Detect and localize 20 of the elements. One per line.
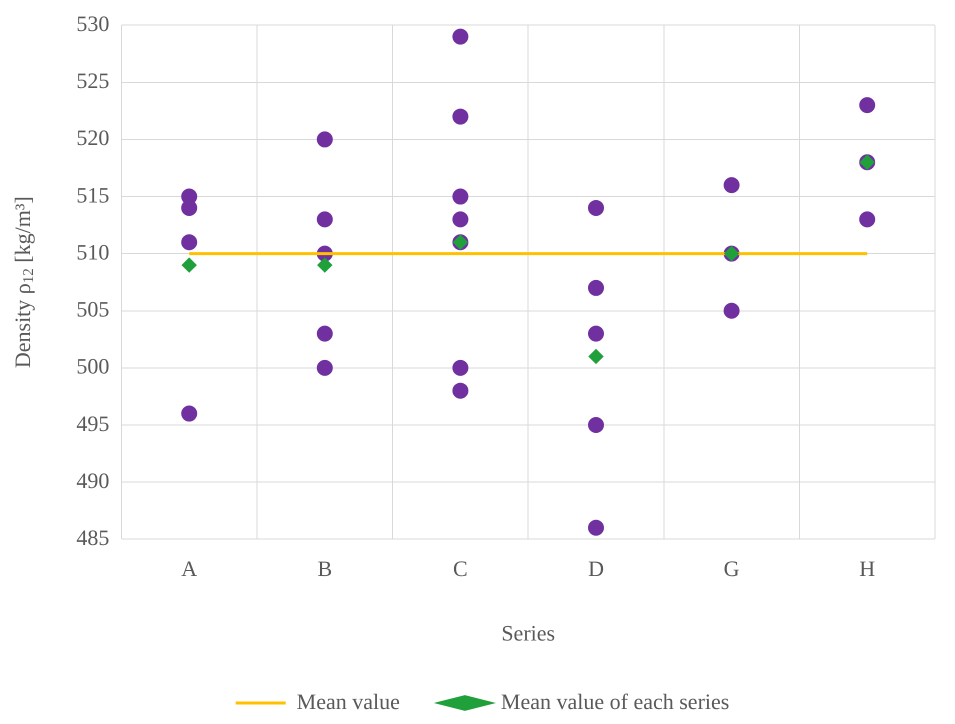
- x-tick-label: A: [181, 556, 198, 582]
- x-tick-label: G: [724, 556, 740, 582]
- y-tick-label: 525: [76, 68, 110, 94]
- y-tick-label: 505: [76, 296, 110, 322]
- y-tick-label: 510: [76, 239, 110, 264]
- y-axis-title: Density ρ12 [kg/m³]: [10, 196, 37, 368]
- y-tick-label: 515: [76, 182, 110, 208]
- y-tick-label: 495: [76, 410, 110, 436]
- x-axis-title: Series: [501, 620, 556, 646]
- legend-label: Mean value of each series: [500, 688, 730, 714]
- legend-label: Mean value: [296, 688, 400, 714]
- y-tick-label: 520: [76, 125, 110, 150]
- y-tick-label: 500: [76, 354, 110, 379]
- y-tick-label: 485: [76, 524, 110, 550]
- x-tick-label: D: [588, 556, 604, 582]
- x-tick-label: B: [317, 556, 332, 582]
- x-tick-label: H: [859, 556, 876, 582]
- y-tick-label: 490: [76, 468, 110, 493]
- x-tick-label: C: [453, 556, 468, 582]
- y-tick-label: 530: [76, 10, 110, 36]
